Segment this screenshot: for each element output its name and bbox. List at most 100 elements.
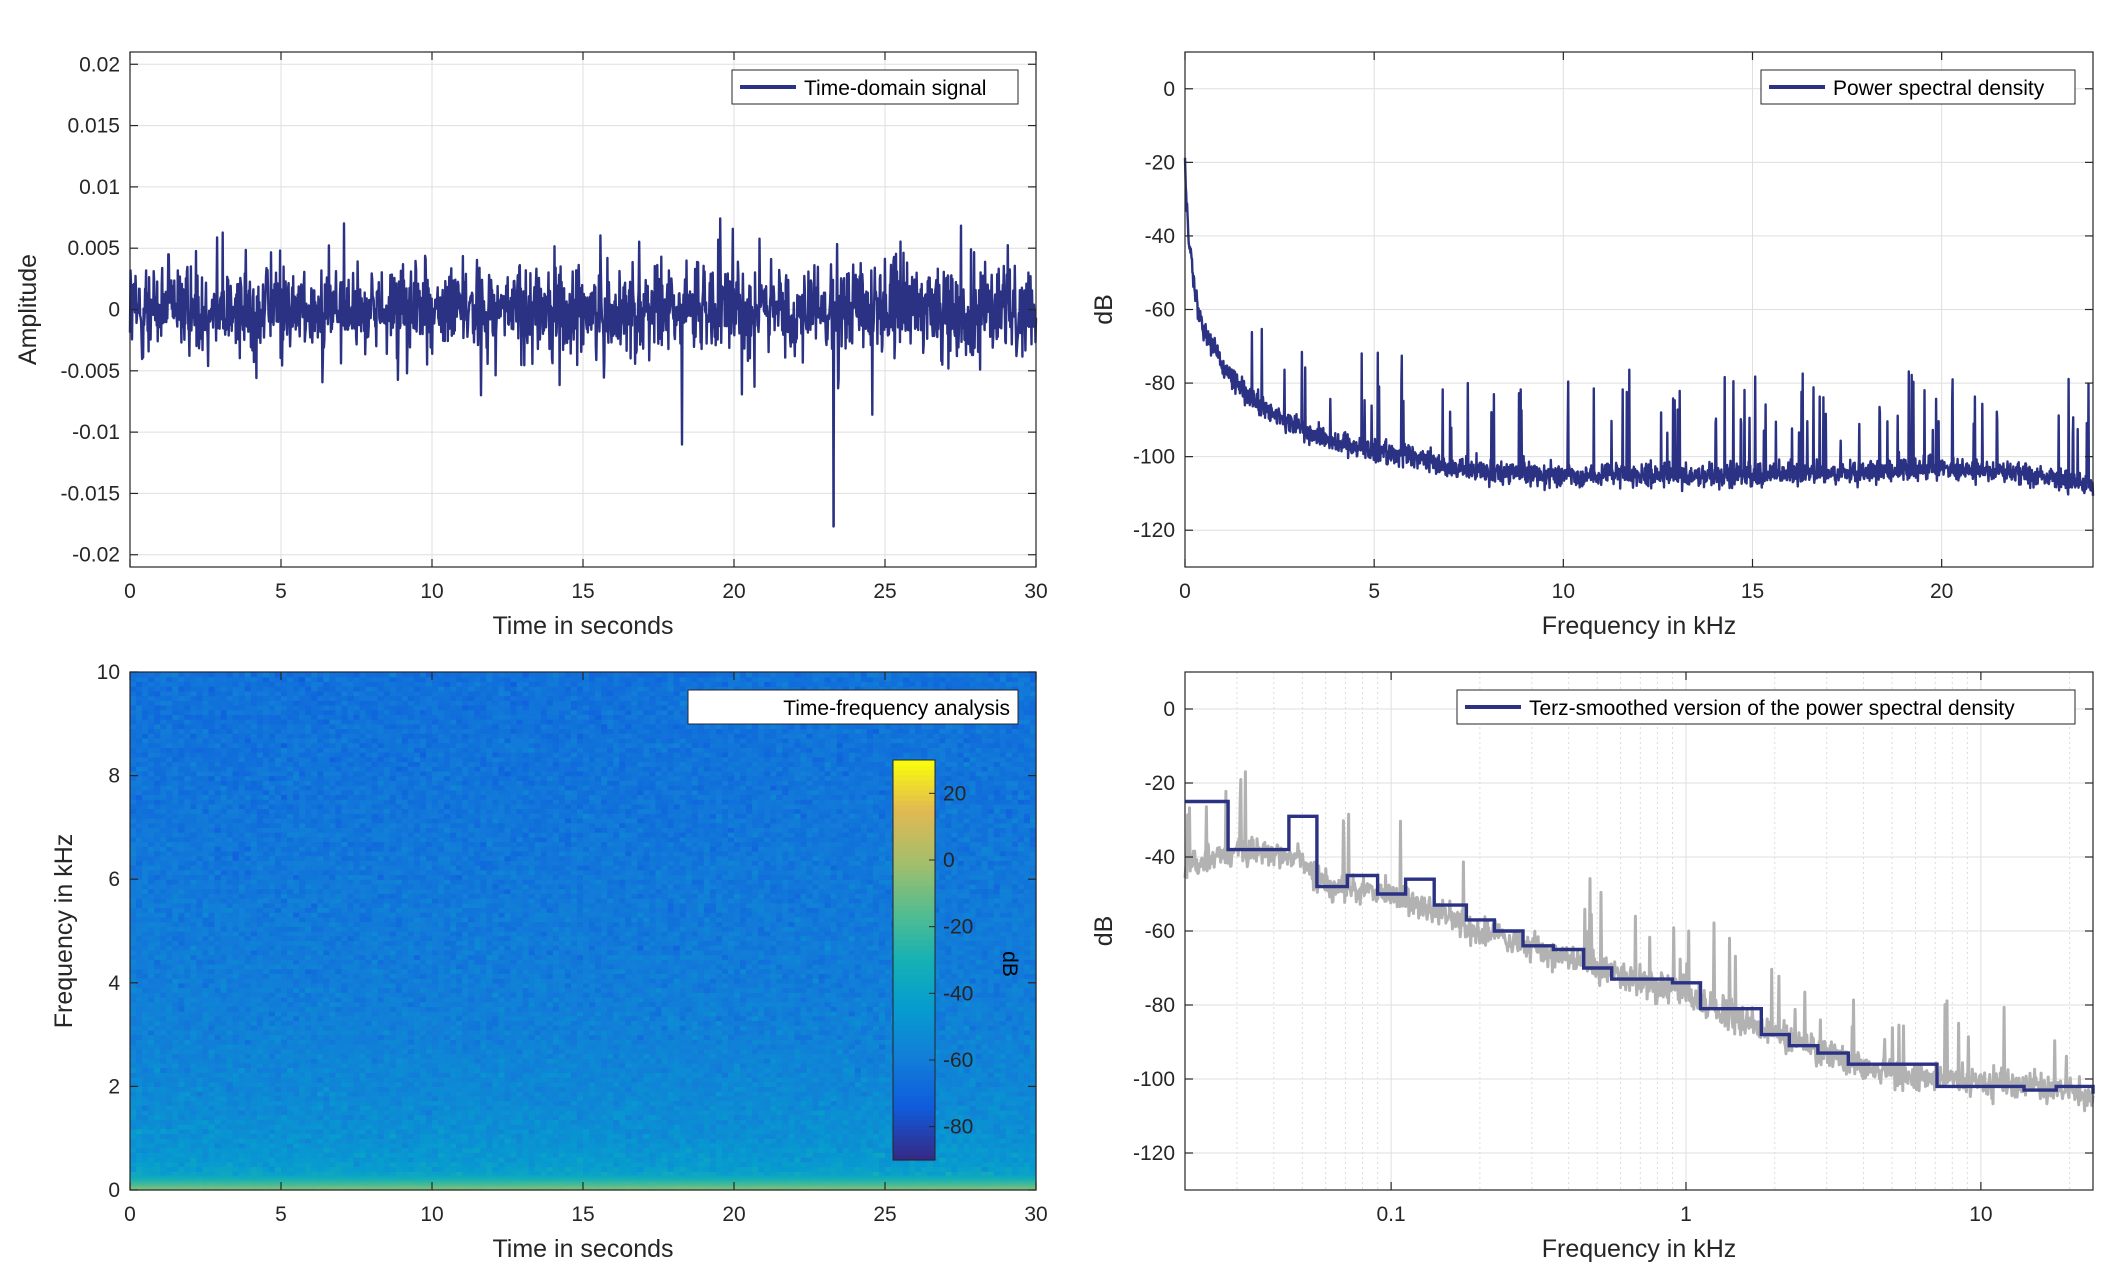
heatmap-cell [383,1086,391,1092]
heatmap-cell [570,1161,578,1168]
heatmap-cell [419,1147,427,1153]
heatmap-cell [709,1058,717,1064]
heatmap-cell [353,1114,361,1120]
heatmap-cell [456,1147,463,1153]
heatmap-cell [546,1095,554,1102]
heatmap-cell [637,1048,644,1055]
heatmap-cell [842,1091,850,1097]
heatmap-cell [220,1119,228,1125]
heatmap-cell [661,1053,669,1059]
heatmap-cell [939,1161,946,1168]
heatmap-cell [510,1161,518,1168]
heatmap-cell [546,1062,554,1069]
heatmap-cell [619,1161,626,1168]
heatmap-cell [727,1076,735,1083]
heatmap-cell [552,1058,560,1064]
heatmap-cell [564,1124,572,1130]
heatmap-cell [963,1039,971,1045]
heatmap-cell [969,1081,977,1087]
heatmap-cell [589,1152,596,1158]
heatmap-cell [311,1114,318,1120]
heatmap-cell [727,1109,735,1116]
heatmap-cell [939,1142,946,1149]
heatmap-cell [444,1133,451,1139]
heatmap-cell [782,1171,789,1177]
heatmap-cell [528,1062,536,1069]
heatmap-cell [383,1095,391,1102]
heatmap-cell [347,1128,355,1135]
heatmap-cell [365,1147,373,1153]
heatmap-cell [413,1072,421,1078]
heatmap-cell [836,1105,844,1111]
heatmap-cell [268,1171,276,1177]
heatmap-cell [353,1067,361,1073]
heatmap-cell [740,1166,747,1172]
heatmap-cell [299,1152,306,1158]
heatmap-cell [842,1058,850,1064]
heatmap-cell [999,1100,1007,1106]
heatmap-cell [552,1039,560,1045]
heatmap-cell [238,1086,246,1092]
heatmap-cell [142,1128,149,1135]
heatmap-cell [293,1053,300,1059]
heatmap-cell [287,1062,294,1069]
heatmap-cell [788,1091,795,1097]
heatmap-cell [160,1128,167,1135]
heatmap-cell [401,1171,409,1177]
heatmap-cell [347,1133,355,1139]
heatmap-cell [727,1100,735,1106]
heatmap-cell [407,1114,415,1120]
heatmap-cell [323,1091,330,1097]
heatmap-cell [480,1124,487,1130]
heatmap-cell [703,1062,711,1069]
heatmap-cell [661,1091,669,1097]
heatmap-cell [130,1119,137,1125]
heatmap-cell [450,1091,457,1097]
heatmap-cell [975,1142,983,1149]
heatmap-cell [637,1109,644,1116]
heatmap-cell [1029,1091,1037,1097]
heatmap-cell [697,1086,705,1092]
heatmap-cell [395,1124,403,1130]
heatmap-cell [293,1152,300,1158]
heatmap-cell [794,1142,802,1149]
heatmap-cell [136,1128,143,1135]
heatmap-cell [456,1124,463,1130]
heatmap-cell [583,1039,590,1045]
heatmap-cell [691,1114,699,1120]
heatmap-cell [516,1053,524,1059]
heatmap-cell [383,1048,391,1055]
heatmap-cell [305,1114,312,1120]
heatmap-cell [293,1100,300,1106]
heatmap-cell [607,1076,614,1083]
heatmap-cell [673,1152,681,1158]
heatmap-cell [981,1105,989,1111]
heatmap-cell [854,1105,862,1111]
heatmap-cell [244,1053,252,1059]
heatmap-cell [305,1105,312,1111]
heatmap-cell [522,1048,530,1055]
heatmap-cell [486,1091,493,1097]
heatmap-cell [268,1119,276,1125]
heatmap-cell [558,1166,566,1172]
heatmap-cell [244,1109,252,1116]
heatmap-cell [939,1048,946,1055]
heatmap-cell [939,1147,946,1153]
heatmap-cell [613,1058,620,1064]
heatmap-cell [395,1157,403,1163]
heatmap-cell [921,1161,928,1168]
heatmap-cell [981,1152,989,1158]
heatmap-cell [395,1114,403,1120]
heatmap-cell [353,1166,361,1172]
heatmap-cell [262,1124,270,1130]
heatmap-cell [812,1119,820,1125]
heatmap-cell [1005,1161,1013,1168]
heatmap-cell [359,1171,367,1177]
heatmap-cell [317,1119,324,1125]
heatmap-cell [963,1076,971,1083]
heatmap-cell [293,1119,300,1125]
heatmap-cell [860,1157,868,1163]
heatmap-cell [268,1062,276,1069]
heatmap-cell [287,1048,294,1055]
heatmap-cell [274,1114,282,1120]
